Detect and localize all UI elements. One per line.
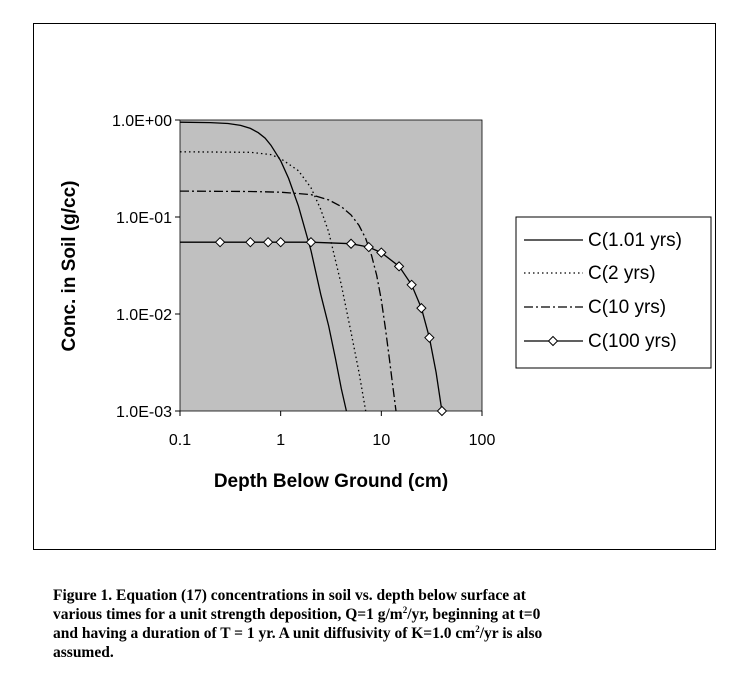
x-axis-ticks: 0.1 1 10 100 xyxy=(169,411,496,449)
data-point xyxy=(406,279,417,291)
series-layer xyxy=(179,121,448,417)
data-point xyxy=(275,236,286,248)
x-tick-label: 10 xyxy=(372,432,390,449)
series-line xyxy=(179,121,348,412)
x-axis-label: Depth Below Ground (cm) xyxy=(214,471,448,492)
data-point xyxy=(262,236,274,248)
data-point xyxy=(376,247,387,258)
caption-line-1: Figure 1. Equation (17) concentrations i… xyxy=(53,587,526,604)
legend-label: C(2 yrs) xyxy=(588,263,656,284)
chart-frame xyxy=(33,23,716,550)
y-tick-label: 1.0E-01 xyxy=(116,210,172,227)
y-tick-label: 1.0E+00 xyxy=(112,113,172,130)
legend-box xyxy=(515,216,712,369)
data-point xyxy=(305,236,317,248)
data-point xyxy=(363,241,374,253)
data-point xyxy=(214,236,226,248)
legend-label: C(1.01 yrs) xyxy=(588,230,682,251)
legend-entry: C(2 yrs) xyxy=(524,263,656,284)
caption-line-3: and having a duration of T = 1 yr. A uni… xyxy=(53,623,543,642)
plot-area xyxy=(179,119,483,412)
y-axis-label: Conc. in Soil (g/cc) xyxy=(59,180,80,351)
data-point xyxy=(436,405,448,417)
data-point xyxy=(345,238,357,249)
series-line xyxy=(179,190,397,412)
chart: 1.0E+00 1.0E-01 1.0E-02 1.0E-03 0.1 1 10 100 C… xyxy=(59,113,712,492)
series-3 xyxy=(179,190,397,412)
y-tick-label: 1.0E-03 xyxy=(116,404,172,421)
legend-entry: C(100 yrs) xyxy=(524,331,677,352)
legend-entry: C(10 yrs) xyxy=(524,297,666,318)
data-point xyxy=(245,236,256,248)
series-1 xyxy=(179,121,348,412)
caption-line-2: various times for a unit strength deposi… xyxy=(53,604,541,623)
legend-marker xyxy=(547,335,559,347)
x-tick-label: 1 xyxy=(276,432,285,449)
legend-label: C(10 yrs) xyxy=(588,297,666,318)
legend: C(1.01 yrs) C(2 yrs) C(10 yrs) C(100 yrs) xyxy=(515,216,712,369)
data-point xyxy=(416,302,427,314)
data-point xyxy=(424,332,435,343)
x-tick-label: 0.1 xyxy=(169,432,191,449)
caption-line-4: assumed. xyxy=(53,644,114,661)
x-tick-label: 100 xyxy=(469,432,496,449)
series-4 xyxy=(180,236,448,417)
y-tick-label: 1.0E-02 xyxy=(116,307,172,324)
legend-entry: C(1.01 yrs) xyxy=(524,230,682,251)
y-axis-ticks: 1.0E+00 1.0E-01 1.0E-02 1.0E-03 xyxy=(112,113,180,421)
figure-caption: Figure 1. Equation (17) concentrations i… xyxy=(53,586,703,662)
data-point xyxy=(393,261,405,272)
legend-label: C(100 yrs) xyxy=(588,331,677,352)
